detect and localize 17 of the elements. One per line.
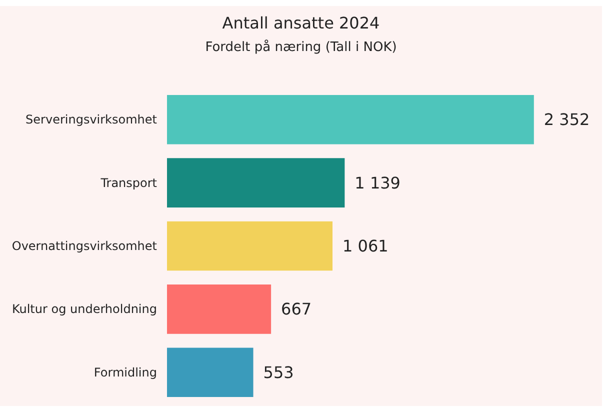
bar (167, 348, 254, 398)
y-tick-label: Overnattingsvirksomhet (12, 239, 158, 253)
data-label: 1 061 (342, 236, 388, 256)
data-label: 2 352 (544, 110, 590, 130)
y-tick-label: Formidling (94, 365, 157, 380)
y-tick-label: Serveringsvirksomhet (26, 112, 158, 127)
data-label: 553 (263, 362, 294, 382)
bar (167, 158, 345, 208)
data-label: 1 139 (354, 173, 400, 192)
bar (167, 221, 333, 271)
y-tick-label: Transport (100, 176, 158, 190)
chart-title: Antall ansatte 2024 (222, 14, 380, 32)
bar (167, 284, 272, 334)
chart-subtitle: Fordelt på næring (Tall i NOK) (205, 39, 397, 55)
data-label: 667 (281, 300, 312, 319)
y-tick-label: Kultur og underholdning (12, 302, 157, 316)
bar (167, 94, 534, 144)
